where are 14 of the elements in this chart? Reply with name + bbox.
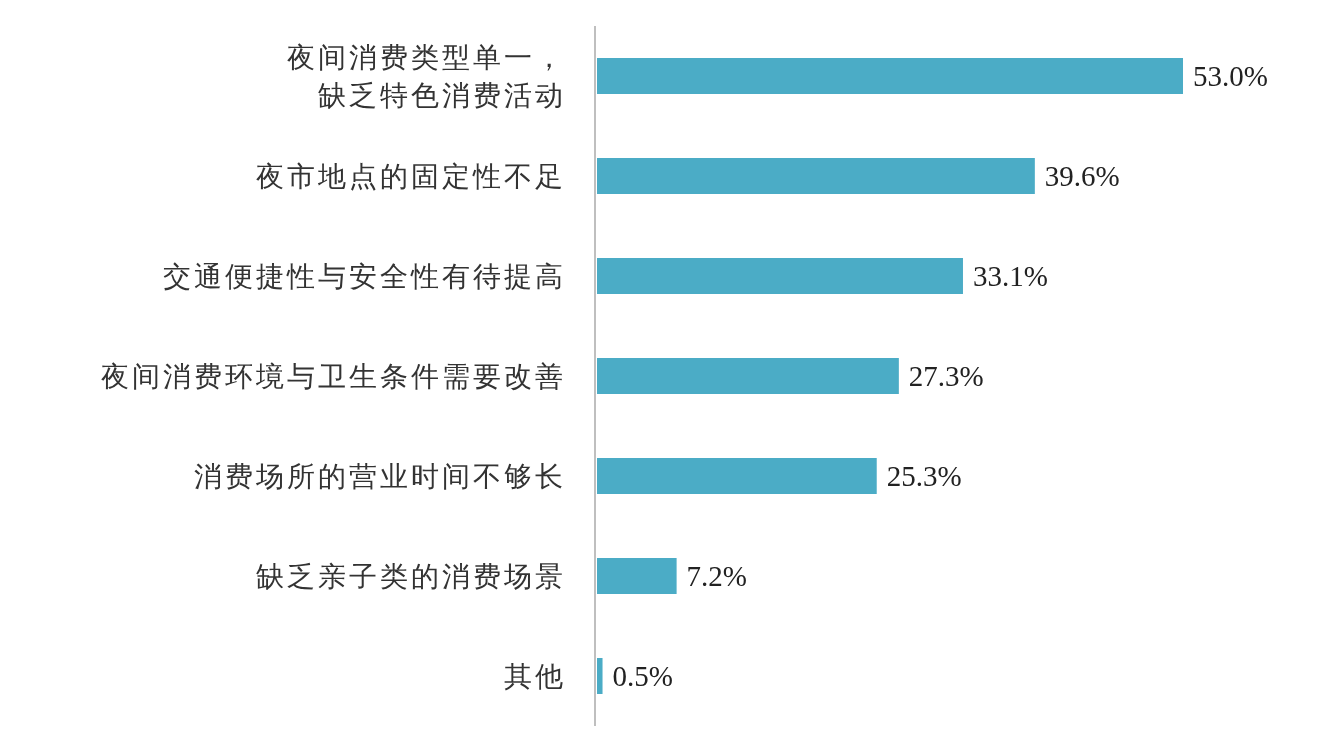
y-tick-label: 夜市地点的固定性不足 <box>256 160 566 193</box>
y-tick-label: 夜间消费类型单一，缺乏特色消费活动 <box>287 41 566 112</box>
y-tick-label: 交通便捷性与安全性有待提高 <box>163 260 566 293</box>
data-label: 0.5% <box>612 660 673 692</box>
y-tick-label: 夜间消费环境与卫生条件需要改善 <box>101 360 566 393</box>
data-label: 25.3% <box>886 460 962 492</box>
y-tick-label: 消费场所的营业时间不够长 <box>194 460 566 493</box>
data-label: 27.3% <box>908 360 984 392</box>
data-label: 39.6% <box>1044 160 1120 192</box>
data-label: 33.1% <box>972 260 1048 292</box>
data-label: 7.2% <box>686 560 748 592</box>
y-tick-label: 缺乏亲子类的消费场景 <box>256 560 566 593</box>
y-tick-label: 其他 <box>504 660 566 693</box>
data-label: 53.0% <box>1193 60 1268 92</box>
